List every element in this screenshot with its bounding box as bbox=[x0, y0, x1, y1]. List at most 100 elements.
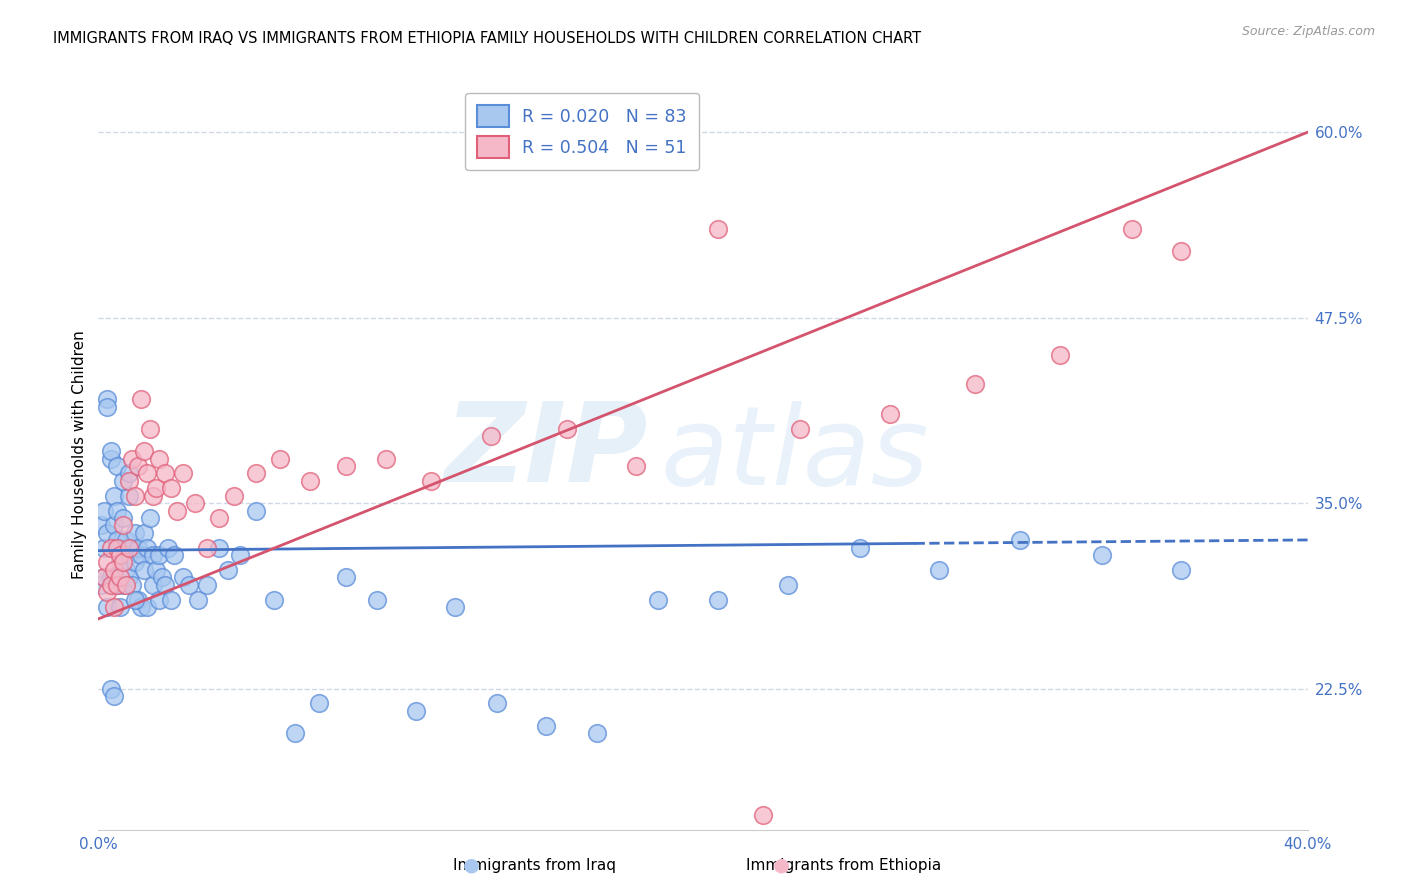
Point bbox=[121, 541, 143, 555]
Point bbox=[142, 548, 165, 562]
Point bbox=[1121, 221, 1143, 235]
Point bbox=[224, 489, 246, 503]
Point bbox=[124, 525, 146, 540]
Point bbox=[184, 496, 207, 510]
Point bbox=[172, 570, 194, 584]
Point bbox=[132, 563, 155, 577]
Point bbox=[111, 578, 134, 592]
Point bbox=[105, 533, 128, 548]
Point bbox=[103, 689, 125, 703]
Point bbox=[245, 503, 267, 517]
Point bbox=[405, 704, 427, 718]
Point bbox=[105, 503, 128, 517]
Point bbox=[127, 592, 149, 607]
Point bbox=[879, 407, 901, 421]
Point bbox=[100, 681, 122, 696]
Point bbox=[118, 489, 141, 503]
Point bbox=[103, 570, 125, 584]
Point bbox=[103, 489, 125, 503]
Text: atlas: atlas bbox=[661, 401, 929, 508]
Point bbox=[100, 541, 122, 555]
Point bbox=[111, 474, 134, 488]
Point bbox=[135, 467, 157, 481]
Point bbox=[118, 467, 141, 481]
Point bbox=[108, 541, 131, 555]
Point bbox=[111, 556, 134, 570]
Point bbox=[444, 599, 467, 614]
Point bbox=[195, 578, 218, 592]
Point bbox=[139, 422, 162, 436]
Point bbox=[1170, 563, 1192, 577]
Point bbox=[103, 563, 125, 577]
Point bbox=[93, 570, 115, 584]
Point bbox=[179, 578, 201, 592]
Point bbox=[121, 451, 143, 466]
Point bbox=[145, 481, 167, 495]
Point bbox=[108, 599, 131, 614]
Point bbox=[1010, 533, 1032, 548]
Point bbox=[145, 563, 167, 577]
Point bbox=[90, 578, 112, 592]
Point bbox=[555, 422, 578, 436]
Point bbox=[269, 451, 291, 466]
Point bbox=[129, 548, 152, 562]
Point bbox=[111, 511, 134, 525]
Point bbox=[366, 592, 388, 607]
Point bbox=[299, 474, 322, 488]
Point bbox=[156, 541, 179, 555]
Point bbox=[108, 548, 131, 562]
Point bbox=[132, 444, 155, 458]
Point bbox=[124, 592, 146, 607]
Point bbox=[150, 570, 173, 584]
Point bbox=[420, 474, 443, 488]
Point bbox=[129, 599, 152, 614]
Point bbox=[93, 503, 115, 517]
Point bbox=[127, 458, 149, 473]
Point bbox=[647, 592, 669, 607]
Point bbox=[100, 444, 122, 458]
Point bbox=[129, 392, 152, 407]
Point bbox=[148, 592, 170, 607]
Point bbox=[100, 578, 122, 592]
Point bbox=[486, 697, 509, 711]
Point bbox=[481, 429, 503, 443]
Point bbox=[148, 451, 170, 466]
Point bbox=[100, 451, 122, 466]
Point bbox=[108, 570, 131, 584]
Point bbox=[121, 578, 143, 592]
Point bbox=[103, 518, 125, 533]
Point bbox=[96, 599, 118, 614]
Point bbox=[124, 489, 146, 503]
Point bbox=[1170, 244, 1192, 258]
Point bbox=[105, 541, 128, 555]
Text: Immigrants from Ethiopia: Immigrants from Ethiopia bbox=[747, 858, 941, 872]
Point bbox=[132, 525, 155, 540]
Point bbox=[1091, 548, 1114, 562]
Point bbox=[153, 467, 176, 481]
Point bbox=[229, 548, 252, 562]
Point bbox=[374, 451, 396, 466]
Point bbox=[124, 556, 146, 570]
Point bbox=[187, 592, 209, 607]
Point bbox=[90, 518, 112, 533]
Point bbox=[208, 541, 231, 555]
Point bbox=[93, 541, 115, 555]
Point bbox=[93, 570, 115, 584]
Point bbox=[105, 578, 128, 592]
Point bbox=[96, 400, 118, 414]
Point bbox=[118, 541, 141, 555]
Point bbox=[335, 458, 357, 473]
Point bbox=[153, 578, 176, 592]
Legend: R = 0.020   N = 83, R = 0.504   N = 51: R = 0.020 N = 83, R = 0.504 N = 51 bbox=[465, 93, 699, 170]
Point bbox=[166, 503, 188, 517]
Point bbox=[135, 541, 157, 555]
Point bbox=[114, 578, 136, 592]
Text: Immigrants from Iraq: Immigrants from Iraq bbox=[453, 858, 616, 872]
Point bbox=[335, 570, 357, 584]
Point bbox=[308, 697, 330, 711]
Point bbox=[263, 592, 285, 607]
Text: ●: ● bbox=[463, 855, 479, 875]
Point bbox=[127, 541, 149, 555]
Point bbox=[148, 548, 170, 562]
Point bbox=[586, 726, 609, 740]
